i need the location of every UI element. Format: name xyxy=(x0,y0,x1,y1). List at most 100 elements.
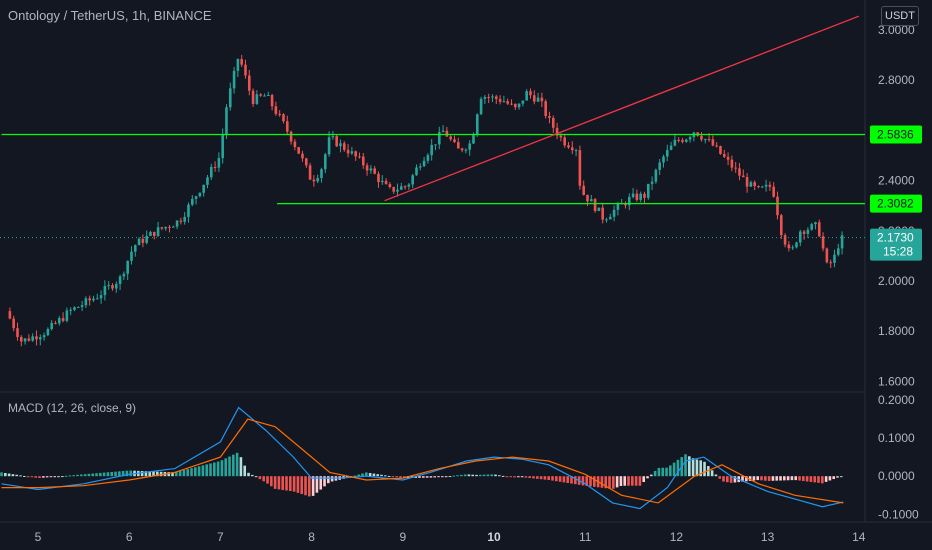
currency-button[interactable]: USDT xyxy=(881,6,919,26)
macd-histogram-bar xyxy=(551,476,554,481)
candle-body xyxy=(567,145,570,148)
candle-body xyxy=(502,101,506,103)
macd-histogram-bar xyxy=(68,475,72,477)
macd-histogram-bar xyxy=(824,476,828,482)
macd-histogram-bar xyxy=(501,475,505,477)
macd-histogram-bar xyxy=(490,474,494,477)
macd-histogram-bar xyxy=(718,476,722,479)
candle-body xyxy=(764,184,768,187)
candle-body xyxy=(118,276,122,284)
macd-histogram-bar xyxy=(277,476,281,490)
candle-body xyxy=(16,328,19,337)
macd-histogram-bar xyxy=(144,471,148,477)
macd-histogram-bar xyxy=(376,474,380,477)
macd-histogram-bar xyxy=(330,476,334,482)
candle-body xyxy=(187,204,190,217)
candle-body xyxy=(198,192,202,197)
macd-histogram-bar xyxy=(482,474,486,477)
macd-histogram-bar xyxy=(99,472,102,477)
macd-histogram-bar xyxy=(729,476,733,483)
candle-body xyxy=(270,94,274,107)
macd-histogram-bar xyxy=(498,475,501,477)
time-axis-tick: 6 xyxy=(126,530,133,544)
candle-body xyxy=(627,197,631,206)
macd-histogram-bar xyxy=(205,464,209,477)
candle-body xyxy=(719,146,722,154)
macd-histogram-bar xyxy=(159,471,163,477)
macd-histogram-bar xyxy=(118,471,121,477)
macd-histogram-bar xyxy=(752,476,756,481)
macd-histogram-bar xyxy=(836,476,839,478)
macd-histogram-bar xyxy=(570,476,573,484)
macd-histogram-bar xyxy=(794,476,798,481)
candle-body xyxy=(810,224,813,230)
candle-body xyxy=(358,156,361,158)
macd-histogram-bar xyxy=(471,474,475,477)
macd-histogram-bar xyxy=(805,476,809,482)
candle-body xyxy=(814,222,817,225)
candle-body xyxy=(190,198,194,205)
macd-histogram-bar xyxy=(555,476,558,482)
macd-histogram-bar xyxy=(661,467,665,477)
macd-histogram-bar xyxy=(612,476,615,489)
candle-body xyxy=(50,322,53,330)
last-price-label: 2.1730 xyxy=(877,231,914,245)
macd-histogram-bar xyxy=(361,473,364,477)
candle-body xyxy=(316,178,319,182)
time-axis-tick: 9 xyxy=(399,530,406,544)
candle-body xyxy=(84,298,88,306)
candle-body xyxy=(460,148,464,151)
macd-histogram-bar xyxy=(684,454,687,477)
candle-body xyxy=(582,185,585,195)
candle-body xyxy=(817,222,821,237)
candle-body xyxy=(278,113,281,115)
candle-body xyxy=(407,184,411,187)
macd-line xyxy=(1,406,844,510)
candle-body xyxy=(23,338,27,342)
candle-body xyxy=(244,64,247,76)
macd-histogram-bar xyxy=(235,452,239,477)
macd-histogram-bar xyxy=(714,474,718,477)
candle-body xyxy=(122,273,126,277)
macd-histogram-bar xyxy=(258,476,262,480)
candle-body xyxy=(217,158,221,168)
candle-body xyxy=(247,75,251,91)
macd-histogram-bar xyxy=(433,476,437,478)
candle-body xyxy=(715,145,718,147)
macd-histogram-bar xyxy=(64,475,68,477)
candle-body xyxy=(114,283,118,289)
trend-line[interactable] xyxy=(384,15,860,202)
candle-body xyxy=(206,177,209,185)
candle-body xyxy=(346,149,350,154)
candle-body xyxy=(19,336,23,342)
candle-body xyxy=(700,135,703,140)
candle-body xyxy=(27,338,31,341)
macd-histogram-bar xyxy=(387,475,391,477)
macd-histogram-bar xyxy=(536,476,539,479)
candle-body xyxy=(449,136,452,140)
bar-countdown-label: 15:28 xyxy=(883,245,913,259)
macd-histogram-bar xyxy=(832,476,836,480)
candle-body xyxy=(323,154,327,170)
macd-histogram-bar xyxy=(414,476,418,478)
candle-body xyxy=(282,114,285,122)
macd-histogram-bar xyxy=(657,467,661,477)
candle-body xyxy=(65,310,69,321)
candle-body xyxy=(31,336,34,341)
macd-histogram-bar xyxy=(767,476,771,481)
candle-body xyxy=(662,156,665,163)
candle-body xyxy=(308,165,312,180)
macd-histogram-bar xyxy=(15,474,19,477)
time-axis-tick: 11 xyxy=(579,530,592,544)
macd-histogram-bar xyxy=(114,471,117,477)
candle-body xyxy=(437,132,441,145)
macd-histogram-bar xyxy=(23,475,26,477)
macd-histogram-bar xyxy=(186,469,190,477)
macd-histogram-bar xyxy=(156,471,159,477)
candle-body xyxy=(749,182,753,187)
candle-body xyxy=(274,106,278,114)
candle-body xyxy=(472,134,475,144)
macd-histogram-bar xyxy=(102,472,106,477)
time-axis-tick: 12 xyxy=(670,530,684,544)
